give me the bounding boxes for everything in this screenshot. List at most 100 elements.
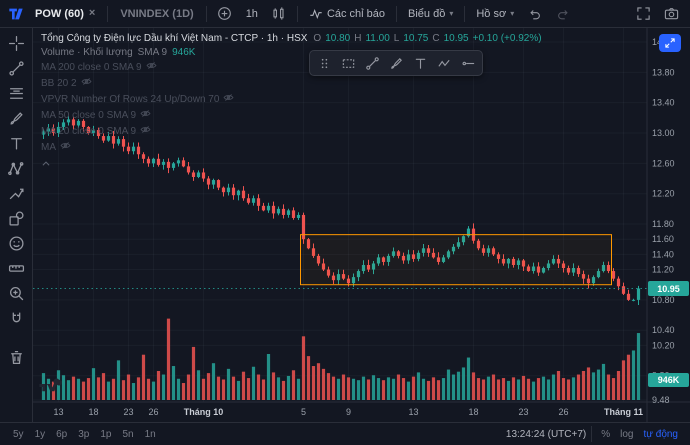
floating-drawing-toolbar — [309, 50, 483, 76]
app-logo-icon[interactable] — [6, 4, 26, 24]
zoom-in-icon — [9, 287, 23, 301]
legend-indicator-row[interactable]: MA — [41, 140, 542, 155]
redo-button[interactable] — [550, 2, 576, 26]
drawing-rectangle[interactable] — [300, 234, 612, 286]
svg-text:10.20: 10.20 — [652, 340, 675, 350]
toggle-visibility-button[interactable] — [146, 60, 157, 75]
toggle-visibility-button[interactable] — [140, 124, 151, 139]
svg-text:9.48: 9.48 — [652, 395, 670, 405]
floating-tool-dashed-rect[interactable] — [336, 52, 360, 74]
indicators-pulse-icon — [310, 8, 322, 19]
fullscreen-button[interactable] — [630, 2, 656, 26]
chevron-down-icon: ▾ — [449, 9, 454, 18]
floating-tool-zigzag[interactable] — [432, 52, 456, 74]
tool-brush[interactable] — [2, 106, 30, 131]
legend-indicator-row[interactable]: MA 20 close 0 SMA 9 — [41, 124, 542, 139]
change-value: +0.10 (+0.92%) — [472, 33, 542, 44]
log-scale-toggle[interactable]: log — [620, 428, 634, 440]
toggle-visibility-button[interactable] — [223, 92, 234, 107]
chart-tab-vnindex-label: VNINDEX (1D) — [120, 7, 194, 20]
tool-emoji[interactable] — [2, 231, 30, 256]
volume-legend-row[interactable]: Volume · Khối lượng SMA 9 946K — [41, 46, 542, 59]
tool-trend-line[interactable] — [2, 56, 30, 81]
toggle-visibility-button[interactable] — [81, 76, 92, 91]
svg-text:11.40: 11.40 — [652, 249, 674, 259]
volume-label: Volume · Khối lượng — [41, 47, 133, 58]
tool-text[interactable] — [2, 131, 30, 156]
floating-tool-brush[interactable] — [384, 52, 408, 74]
svg-text:Tháng 10: Tháng 10 — [184, 407, 224, 417]
range-button-1n[interactable]: 1n — [144, 428, 156, 440]
svg-text:9: 9 — [346, 407, 351, 417]
close-tab-icon[interactable]: × — [88, 7, 96, 19]
auto-scale-toggle[interactable]: tự động — [643, 428, 679, 440]
measure-icon — [8, 265, 24, 272]
range-button-1y[interactable]: 1y — [34, 428, 46, 440]
svg-text:23: 23 — [518, 407, 528, 417]
emoji-icon — [8, 236, 24, 251]
chart-canvas[interactable]: 14.2013.8013.4013.0012.6012.2011.8011.60… — [33, 28, 690, 422]
profile-button[interactable]: Hồ sơ ▾ — [470, 2, 520, 26]
price-axis[interactable]: 14.2013.8013.4013.0012.6012.2011.8011.60… — [652, 37, 675, 405]
eye-off-icon — [140, 126, 151, 133]
text-icon — [10, 138, 22, 150]
svg-text:10.95: 10.95 — [657, 284, 680, 294]
tool-forecast[interactable] — [2, 181, 30, 206]
floating-tool-drag-handle[interactable] — [312, 52, 336, 74]
undo-button[interactable] — [522, 2, 548, 26]
range-button-3p[interactable]: 3p — [78, 428, 90, 440]
chevron-down-icon: ▾ — [510, 9, 515, 18]
toggle-visibility-button[interactable] — [140, 108, 151, 123]
legend-indicator-row[interactable]: BB 20 2 — [41, 76, 542, 91]
legend-indicator-row[interactable]: MA 200 close 0 SMA 9 — [41, 60, 542, 75]
volume-badge: 946K — [648, 373, 689, 387]
svg-text:18: 18 — [468, 407, 478, 417]
undo-icon — [530, 9, 541, 19]
tool-xabcd-pattern[interactable] — [2, 156, 30, 181]
tool-crosshair[interactable] — [2, 31, 30, 56]
tool-fib-retracement[interactable] — [2, 81, 30, 106]
svg-text:5: 5 — [301, 407, 306, 417]
chart-tab-vnindex[interactable]: VNINDEX (1D) — [113, 3, 200, 25]
range-button-5y[interactable]: 5y — [13, 428, 24, 440]
floating-tool-horizontal-ray[interactable] — [456, 52, 480, 74]
symbol-legend-row[interactable]: Tổng Công ty Điện lực Dầu khí Việt Nam -… — [41, 32, 542, 45]
chart-tab-pow[interactable]: POW (60) × — [28, 3, 102, 25]
range-button-5n[interactable]: 5n — [122, 428, 134, 440]
legend-indicator-row[interactable]: MA 50 close 0 SMA 9 — [41, 108, 542, 123]
layout-button[interactable]: Biểu đồ ▾ — [402, 2, 459, 26]
floating-tool-text[interactable] — [408, 52, 432, 74]
tool-magnet[interactable] — [2, 306, 30, 331]
snapshot-button[interactable] — [658, 2, 684, 26]
interval-button[interactable]: 1h — [240, 2, 264, 26]
chart-area[interactable]: 14.2013.8013.4013.0012.6012.2011.8011.60… — [33, 28, 690, 422]
trend-line-icon — [365, 56, 379, 70]
percent-scale-toggle[interactable]: % — [601, 428, 611, 440]
shapes-icon — [8, 211, 24, 226]
range-button-1p[interactable]: 1p — [100, 428, 112, 440]
chart-style-button[interactable] — [266, 2, 292, 26]
legend-collapse-button[interactable] — [41, 158, 55, 170]
tradingview-watermark-icon[interactable] — [38, 378, 64, 396]
time-axis[interactable]: 13 18 23 26 Tháng 10 5 9 13 18 23 26 Tháng 11 — [53, 407, 643, 417]
tool-measure[interactable] — [2, 256, 30, 281]
brush-icon — [10, 112, 23, 125]
tool-trash[interactable] — [2, 345, 30, 370]
svg-text:10.80: 10.80 — [652, 295, 675, 305]
toggle-visibility-button[interactable] — [60, 140, 71, 155]
add-symbol-button[interactable] — [212, 2, 238, 26]
indicators-button[interactable]: Các chỉ báo — [303, 2, 391, 26]
floating-tool-trend-line[interactable] — [360, 52, 384, 74]
legend-indicator-row[interactable]: VPVR Number Of Rows 24 Up/Down 70 — [41, 92, 542, 107]
tool-shapes[interactable] — [2, 206, 30, 231]
forecast-icon — [9, 188, 24, 200]
pane-maximize-button[interactable] — [659, 34, 681, 52]
range-button-6p[interactable]: 6p — [56, 428, 68, 440]
svg-text:13.40: 13.40 — [652, 98, 675, 108]
top-toolbar: POW (60) × VNINDEX (1D) 1h Các chỉ báo B… — [0, 0, 690, 28]
clock[interactable]: 13:24:24 (UTC+7) — [505, 428, 587, 440]
indicators-label: Các chỉ báo — [326, 7, 386, 20]
svg-text:13.80: 13.80 — [652, 67, 675, 77]
tool-zoom-in[interactable] — [2, 281, 30, 306]
